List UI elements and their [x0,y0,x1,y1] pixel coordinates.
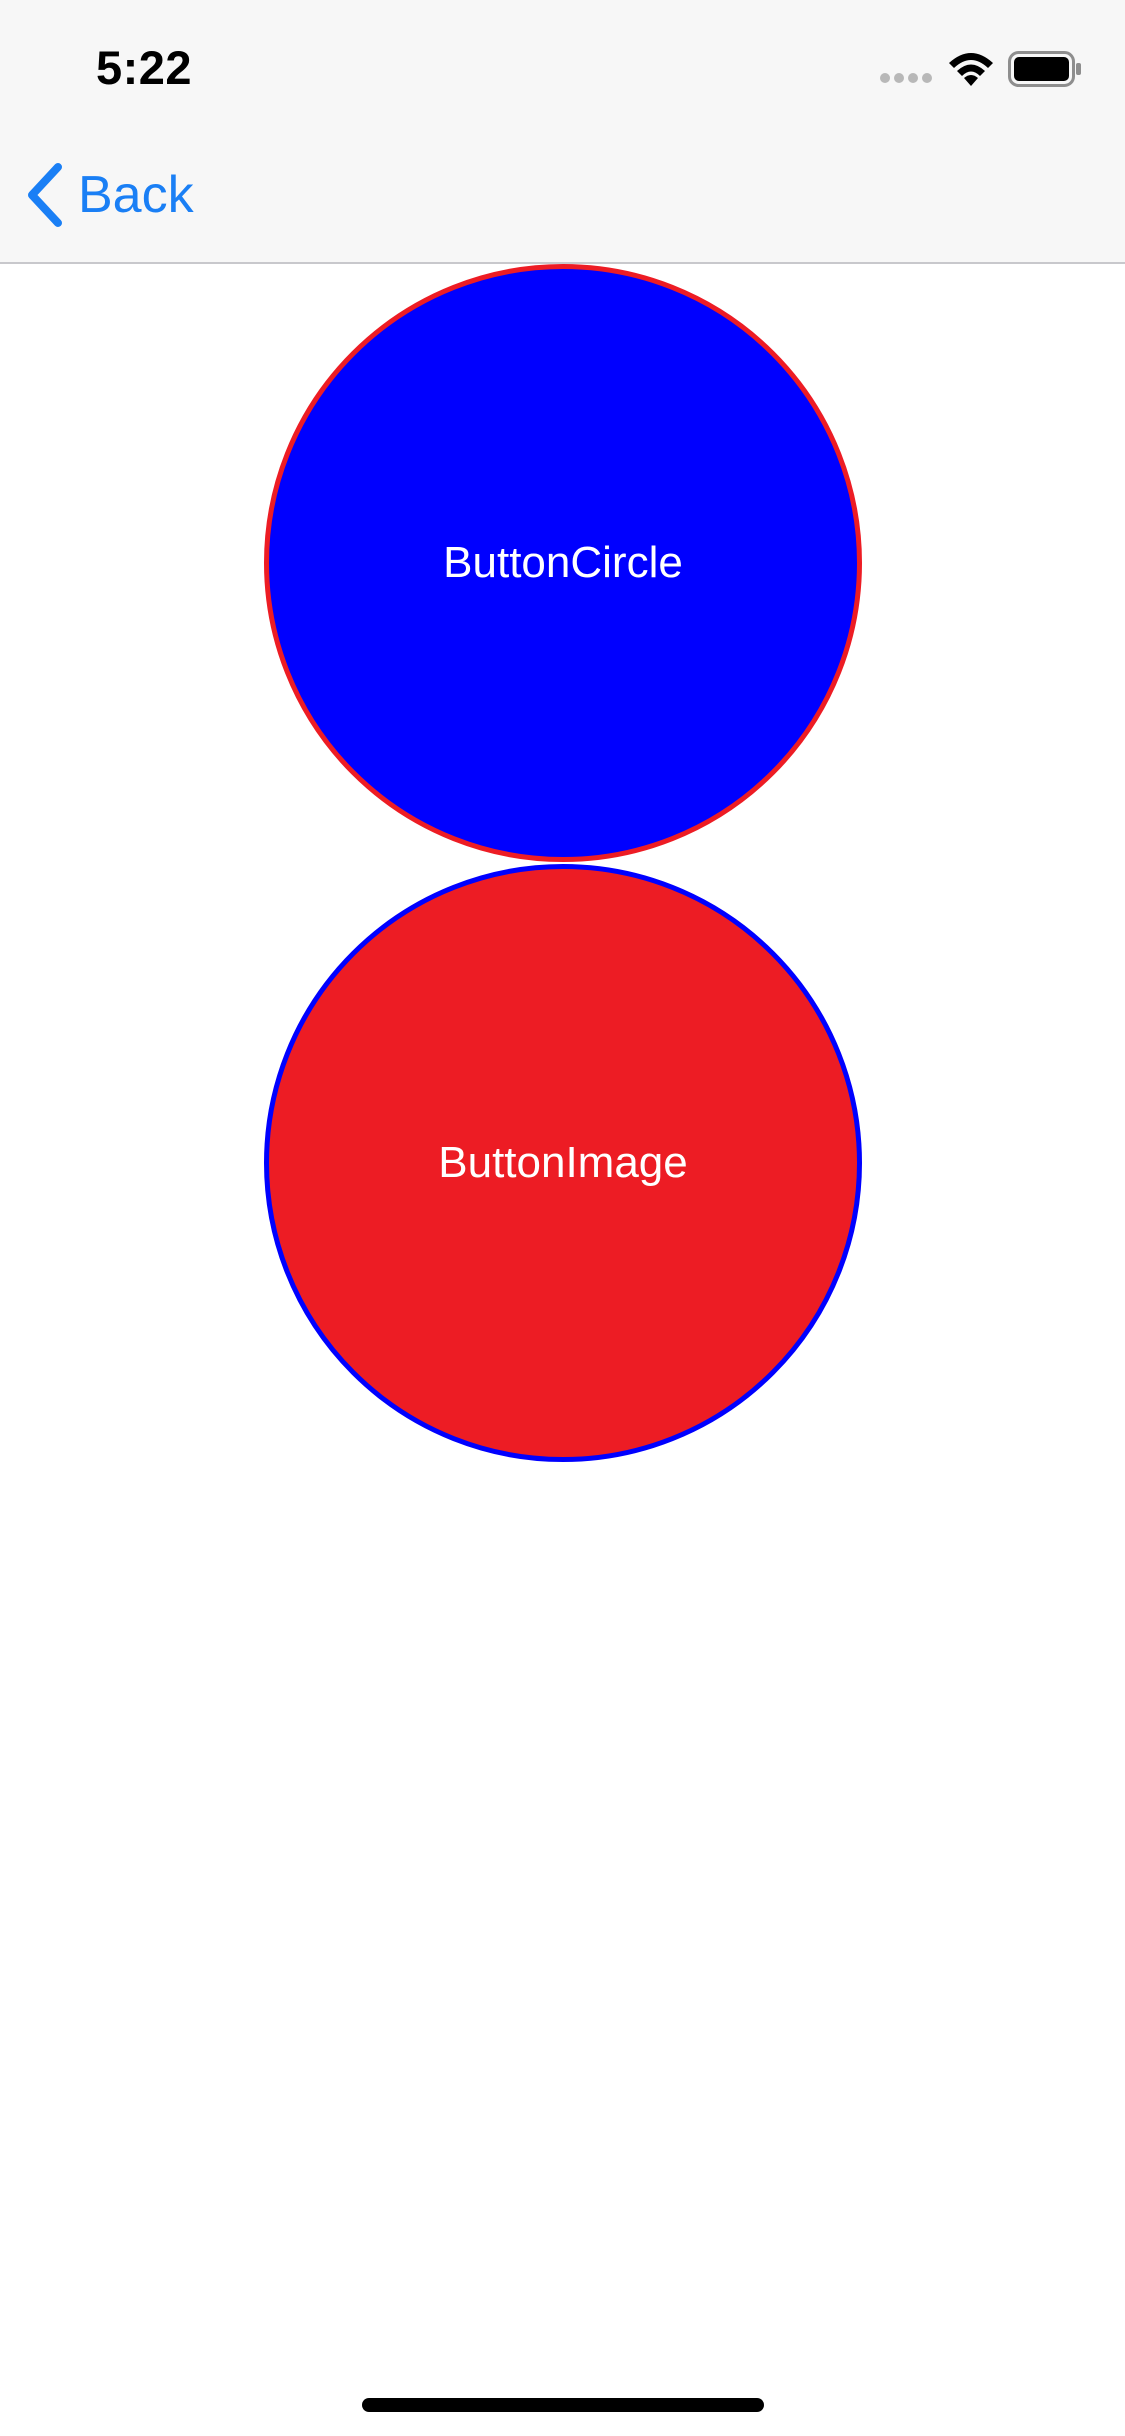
signal-dots-icon [880,73,934,87]
wifi-icon [949,53,993,86]
home-indicator[interactable] [362,2398,764,2412]
navigation-bar: 5:22 Back [0,0,1125,264]
back-label: Back [78,166,194,224]
battery-icon [1008,51,1081,87]
button-image[interactable]: ButtonImage [264,864,862,1462]
button-image-label: ButtonImage [438,1138,688,1187]
chevron-left-icon [28,163,62,227]
status-time: 5:22 [96,41,193,94]
back-button[interactable]: Back [24,160,194,230]
button-circle[interactable]: ButtonCircle [264,264,862,862]
button-circle-label: ButtonCircle [443,538,683,587]
